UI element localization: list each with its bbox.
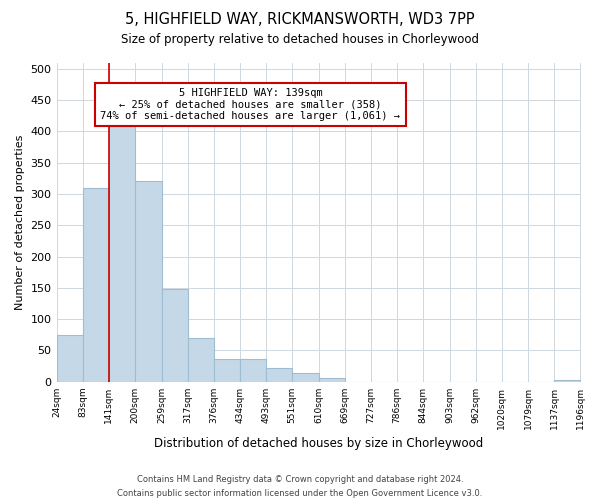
Bar bbox=[292, 373, 319, 382]
Text: Size of property relative to detached houses in Chorleywood: Size of property relative to detached ho… bbox=[121, 32, 479, 46]
X-axis label: Distribution of detached houses by size in Chorleywood: Distribution of detached houses by size … bbox=[154, 437, 483, 450]
Bar bbox=[135, 182, 161, 382]
Bar bbox=[109, 125, 135, 382]
Bar bbox=[319, 378, 345, 382]
Bar bbox=[83, 188, 109, 382]
Bar bbox=[161, 289, 188, 382]
Bar bbox=[56, 334, 83, 382]
Bar bbox=[266, 368, 292, 382]
Bar bbox=[240, 358, 266, 382]
Bar bbox=[554, 380, 580, 382]
Bar bbox=[214, 358, 240, 382]
Text: 5, HIGHFIELD WAY, RICKMANSWORTH, WD3 7PP: 5, HIGHFIELD WAY, RICKMANSWORTH, WD3 7PP bbox=[125, 12, 475, 28]
Text: 5 HIGHFIELD WAY: 139sqm
← 25% of detached houses are smaller (358)
74% of semi-d: 5 HIGHFIELD WAY: 139sqm ← 25% of detache… bbox=[100, 88, 400, 121]
Y-axis label: Number of detached properties: Number of detached properties bbox=[15, 134, 25, 310]
Text: Contains HM Land Registry data © Crown copyright and database right 2024.
Contai: Contains HM Land Registry data © Crown c… bbox=[118, 476, 482, 498]
Bar bbox=[188, 338, 214, 382]
